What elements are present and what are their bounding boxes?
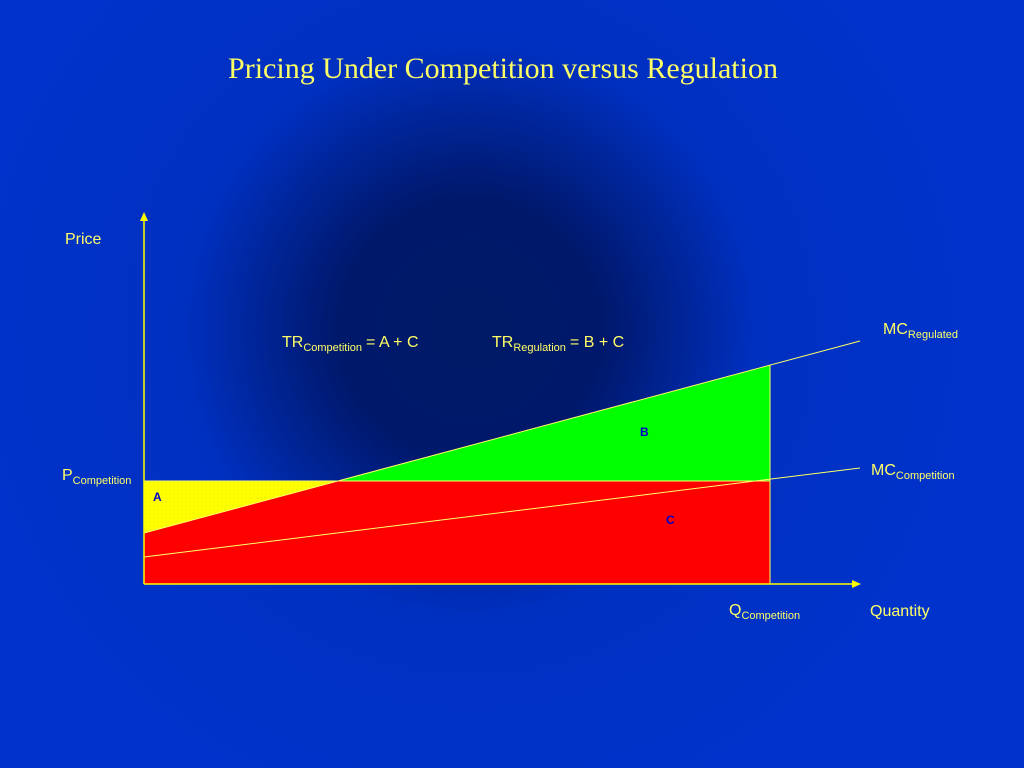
tr-competition-label: TRCompetition = A + C xyxy=(282,334,419,354)
q-competition-label: QCompetition xyxy=(729,602,800,622)
area-label: A xyxy=(153,490,162,504)
mc-competition-label: MCCompetition xyxy=(871,462,955,482)
area-red xyxy=(144,481,770,584)
mc-regulated-label: MCRegulated xyxy=(883,321,958,341)
mc-competition-line xyxy=(143,467,861,558)
x-arrow xyxy=(852,580,861,588)
area-label: B xyxy=(640,425,649,439)
tr-regulation-label: TRRegulation = B + C xyxy=(492,334,624,354)
mc-regulated-line xyxy=(143,340,861,534)
slide-title: Pricing Under Competition versus Regulat… xyxy=(228,52,778,85)
x-axis-label: Quantity xyxy=(870,603,930,620)
y-axis-label: Price xyxy=(65,231,102,248)
area-label: C xyxy=(666,513,675,527)
y-arrow xyxy=(140,212,148,221)
p-competition-label: PCompetition xyxy=(62,467,131,487)
